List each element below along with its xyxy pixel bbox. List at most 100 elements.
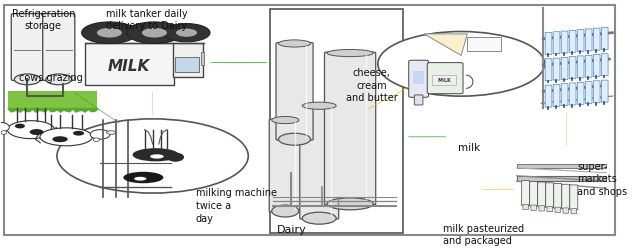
Circle shape — [378, 32, 545, 97]
FancyBboxPatch shape — [201, 53, 204, 66]
FancyBboxPatch shape — [570, 185, 578, 210]
FancyBboxPatch shape — [593, 82, 600, 104]
Text: cheese,
cream
and butter: cheese, cream and butter — [346, 68, 397, 103]
FancyBboxPatch shape — [545, 86, 552, 108]
FancyBboxPatch shape — [593, 29, 600, 51]
Circle shape — [176, 30, 197, 38]
FancyBboxPatch shape — [569, 84, 576, 106]
FancyBboxPatch shape — [4, 6, 615, 235]
FancyBboxPatch shape — [468, 38, 501, 52]
FancyBboxPatch shape — [585, 56, 592, 78]
Ellipse shape — [150, 155, 164, 159]
Ellipse shape — [106, 131, 116, 135]
Text: MILK: MILK — [108, 58, 150, 73]
Circle shape — [163, 24, 210, 43]
FancyBboxPatch shape — [546, 183, 554, 208]
FancyBboxPatch shape — [531, 205, 536, 210]
Ellipse shape — [1, 131, 6, 135]
Ellipse shape — [134, 177, 147, 181]
FancyBboxPatch shape — [427, 63, 463, 94]
Text: milk pasteurized
and packaged: milk pasteurized and packaged — [443, 223, 524, 246]
FancyBboxPatch shape — [538, 182, 546, 207]
FancyBboxPatch shape — [561, 32, 568, 54]
FancyBboxPatch shape — [85, 44, 174, 86]
Ellipse shape — [90, 130, 110, 140]
FancyBboxPatch shape — [563, 208, 569, 213]
FancyBboxPatch shape — [530, 182, 538, 206]
Ellipse shape — [278, 134, 311, 145]
Text: Dairy: Dairy — [277, 224, 307, 234]
Ellipse shape — [30, 130, 43, 136]
FancyBboxPatch shape — [523, 204, 529, 210]
Ellipse shape — [303, 212, 336, 224]
Polygon shape — [8, 92, 97, 109]
FancyBboxPatch shape — [517, 176, 606, 181]
Text: super-
markets
and shops: super- markets and shops — [577, 161, 627, 196]
FancyBboxPatch shape — [414, 96, 423, 106]
Circle shape — [142, 29, 167, 38]
FancyBboxPatch shape — [553, 59, 560, 81]
FancyBboxPatch shape — [569, 31, 576, 53]
Polygon shape — [424, 35, 468, 56]
FancyBboxPatch shape — [561, 84, 568, 106]
FancyBboxPatch shape — [569, 58, 576, 79]
FancyBboxPatch shape — [175, 58, 199, 73]
Ellipse shape — [15, 124, 25, 129]
FancyBboxPatch shape — [577, 83, 584, 105]
FancyBboxPatch shape — [553, 85, 560, 107]
Circle shape — [82, 23, 137, 44]
FancyBboxPatch shape — [585, 30, 592, 52]
FancyBboxPatch shape — [11, 14, 43, 81]
FancyBboxPatch shape — [545, 33, 552, 55]
Ellipse shape — [167, 153, 184, 162]
FancyBboxPatch shape — [561, 58, 568, 80]
FancyBboxPatch shape — [601, 54, 608, 76]
FancyBboxPatch shape — [269, 120, 301, 212]
FancyBboxPatch shape — [324, 53, 376, 205]
Ellipse shape — [124, 172, 164, 184]
FancyBboxPatch shape — [601, 81, 608, 103]
FancyBboxPatch shape — [577, 57, 584, 78]
Text: MILK: MILK — [437, 78, 451, 83]
FancyBboxPatch shape — [300, 105, 339, 219]
Text: cows grazing: cows grazing — [19, 73, 83, 83]
FancyBboxPatch shape — [517, 164, 606, 168]
FancyBboxPatch shape — [431, 76, 456, 85]
FancyBboxPatch shape — [522, 181, 530, 206]
FancyBboxPatch shape — [562, 184, 570, 209]
Ellipse shape — [52, 137, 68, 143]
FancyBboxPatch shape — [43, 14, 75, 81]
Ellipse shape — [8, 121, 55, 139]
Text: milk: milk — [458, 142, 480, 152]
Ellipse shape — [278, 41, 311, 48]
FancyBboxPatch shape — [577, 30, 584, 52]
FancyBboxPatch shape — [571, 209, 576, 214]
Ellipse shape — [132, 148, 179, 162]
Ellipse shape — [46, 75, 72, 86]
FancyBboxPatch shape — [593, 55, 600, 77]
Circle shape — [97, 29, 122, 38]
Circle shape — [57, 120, 248, 193]
Ellipse shape — [303, 103, 336, 110]
FancyBboxPatch shape — [547, 207, 552, 212]
FancyBboxPatch shape — [601, 28, 608, 50]
Ellipse shape — [0, 123, 10, 132]
Ellipse shape — [327, 50, 373, 58]
FancyBboxPatch shape — [585, 82, 592, 104]
FancyBboxPatch shape — [413, 72, 424, 85]
FancyBboxPatch shape — [270, 10, 403, 233]
Ellipse shape — [327, 198, 373, 210]
FancyBboxPatch shape — [276, 43, 313, 140]
Text: milking machine
twice a
day: milking machine twice a day — [196, 187, 277, 223]
FancyBboxPatch shape — [554, 184, 562, 208]
Ellipse shape — [15, 75, 40, 86]
Ellipse shape — [272, 117, 299, 124]
FancyBboxPatch shape — [409, 61, 429, 98]
FancyBboxPatch shape — [539, 206, 545, 211]
Ellipse shape — [272, 205, 299, 217]
FancyBboxPatch shape — [173, 44, 203, 78]
FancyBboxPatch shape — [555, 207, 561, 212]
Ellipse shape — [73, 131, 84, 136]
Text: Refrigeration
storage: Refrigeration storage — [11, 8, 75, 31]
Ellipse shape — [94, 138, 99, 142]
